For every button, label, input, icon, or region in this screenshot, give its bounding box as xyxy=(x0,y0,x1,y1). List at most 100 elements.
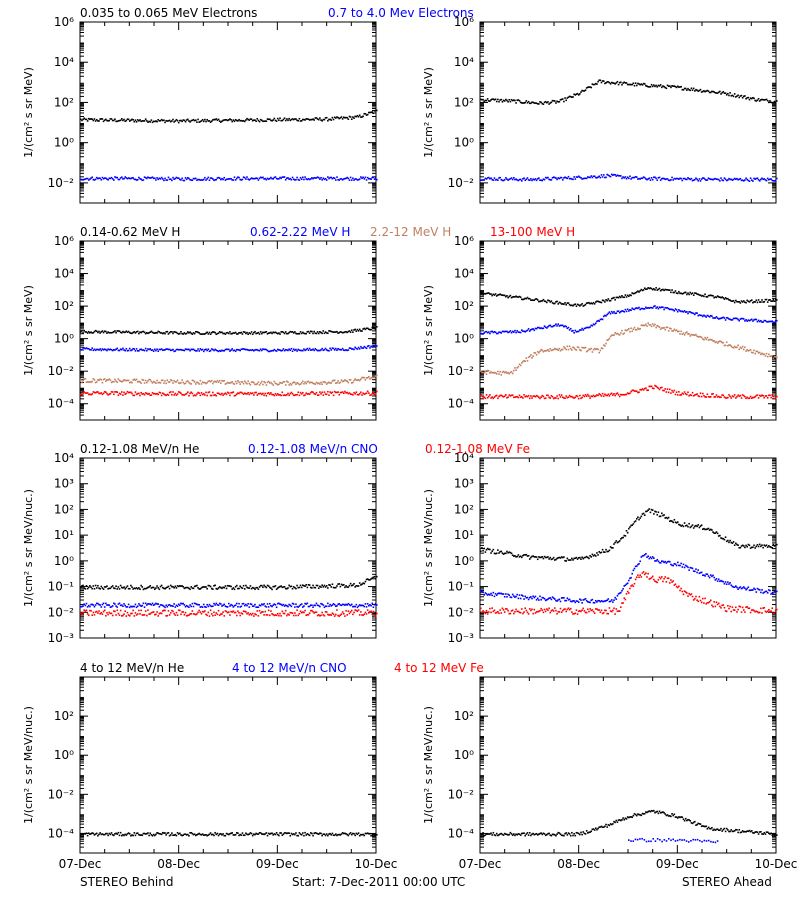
data-point xyxy=(333,586,336,589)
data-point xyxy=(253,605,255,607)
data-point xyxy=(226,611,229,614)
data-point xyxy=(483,396,486,399)
data-point xyxy=(99,612,101,615)
data-point xyxy=(749,177,752,179)
data-point xyxy=(651,288,654,291)
data-point xyxy=(173,603,175,605)
data-point xyxy=(280,394,282,397)
data-point xyxy=(535,394,538,397)
data-point xyxy=(231,604,234,607)
data-point xyxy=(579,176,581,179)
data-point xyxy=(328,349,330,352)
data-point xyxy=(80,612,82,614)
data-point xyxy=(185,348,188,351)
data-point xyxy=(761,98,763,101)
data-point xyxy=(165,586,167,589)
data-point xyxy=(764,355,767,357)
data-point xyxy=(136,392,139,395)
data-point xyxy=(313,612,315,614)
data-point xyxy=(498,331,500,334)
data-point xyxy=(768,178,770,181)
data-point xyxy=(282,586,285,588)
data-point xyxy=(634,176,637,178)
data-point xyxy=(240,331,243,334)
data-point xyxy=(638,306,640,309)
data-point xyxy=(172,605,174,608)
data-point xyxy=(140,605,142,608)
data-point xyxy=(248,349,251,352)
data-point xyxy=(713,340,715,342)
data-point xyxy=(159,382,162,384)
data-point xyxy=(709,396,712,398)
data-point xyxy=(640,288,643,291)
data-point xyxy=(770,396,772,399)
data-point xyxy=(659,386,662,389)
data-point xyxy=(92,604,95,606)
data-point xyxy=(335,586,337,589)
data-point xyxy=(371,602,374,605)
data-point xyxy=(339,391,342,394)
data-point xyxy=(623,177,626,179)
data-point xyxy=(335,605,337,608)
data-point xyxy=(330,382,333,384)
data-point xyxy=(604,314,606,317)
data-point xyxy=(676,310,679,313)
y-tick-label: 10⁶ xyxy=(454,15,474,29)
data-point xyxy=(771,300,774,303)
data-point xyxy=(141,586,144,588)
data-point xyxy=(625,296,628,298)
data-point xyxy=(362,582,364,584)
data-point xyxy=(530,395,532,397)
data-point xyxy=(563,100,565,103)
data-point xyxy=(202,381,205,384)
data-point xyxy=(668,85,671,87)
data-point xyxy=(133,348,136,350)
data-point xyxy=(221,605,223,607)
data-point xyxy=(156,332,158,334)
data-point xyxy=(320,331,322,334)
data-point xyxy=(247,587,249,589)
data-point xyxy=(224,383,227,385)
data-point xyxy=(160,584,163,587)
data-point xyxy=(250,392,253,395)
data-point xyxy=(225,119,228,121)
data-point xyxy=(106,349,108,352)
data-point xyxy=(148,331,150,334)
data-point xyxy=(714,317,717,319)
data-point xyxy=(665,307,668,309)
data-point xyxy=(758,301,761,303)
data-point xyxy=(348,612,351,615)
data-point xyxy=(503,371,506,374)
data-point xyxy=(295,393,297,396)
data-point xyxy=(210,587,213,590)
data-point xyxy=(588,348,590,350)
data-point xyxy=(501,179,504,182)
data-point xyxy=(493,372,496,374)
data-point xyxy=(725,316,728,319)
data-point xyxy=(372,376,375,378)
data-point xyxy=(221,379,223,382)
data-point xyxy=(344,177,346,180)
data-point xyxy=(670,308,672,311)
data-point xyxy=(241,613,244,615)
data-point xyxy=(354,609,356,611)
data-point xyxy=(262,611,264,613)
data-point xyxy=(229,585,231,587)
data-point xyxy=(309,604,312,606)
data-point xyxy=(111,119,114,122)
data-point xyxy=(336,176,338,178)
data-point xyxy=(180,179,182,181)
data-point xyxy=(736,177,738,180)
data-point xyxy=(672,179,674,181)
data-point xyxy=(694,334,696,337)
data-point xyxy=(584,89,587,91)
data-point xyxy=(605,176,607,179)
data-point xyxy=(360,378,362,381)
data-point xyxy=(498,373,500,375)
data-point xyxy=(249,349,252,351)
data-point xyxy=(271,332,273,335)
data-point xyxy=(257,119,260,122)
data-point xyxy=(340,348,343,351)
data-point xyxy=(672,291,674,294)
data-point xyxy=(511,330,514,333)
